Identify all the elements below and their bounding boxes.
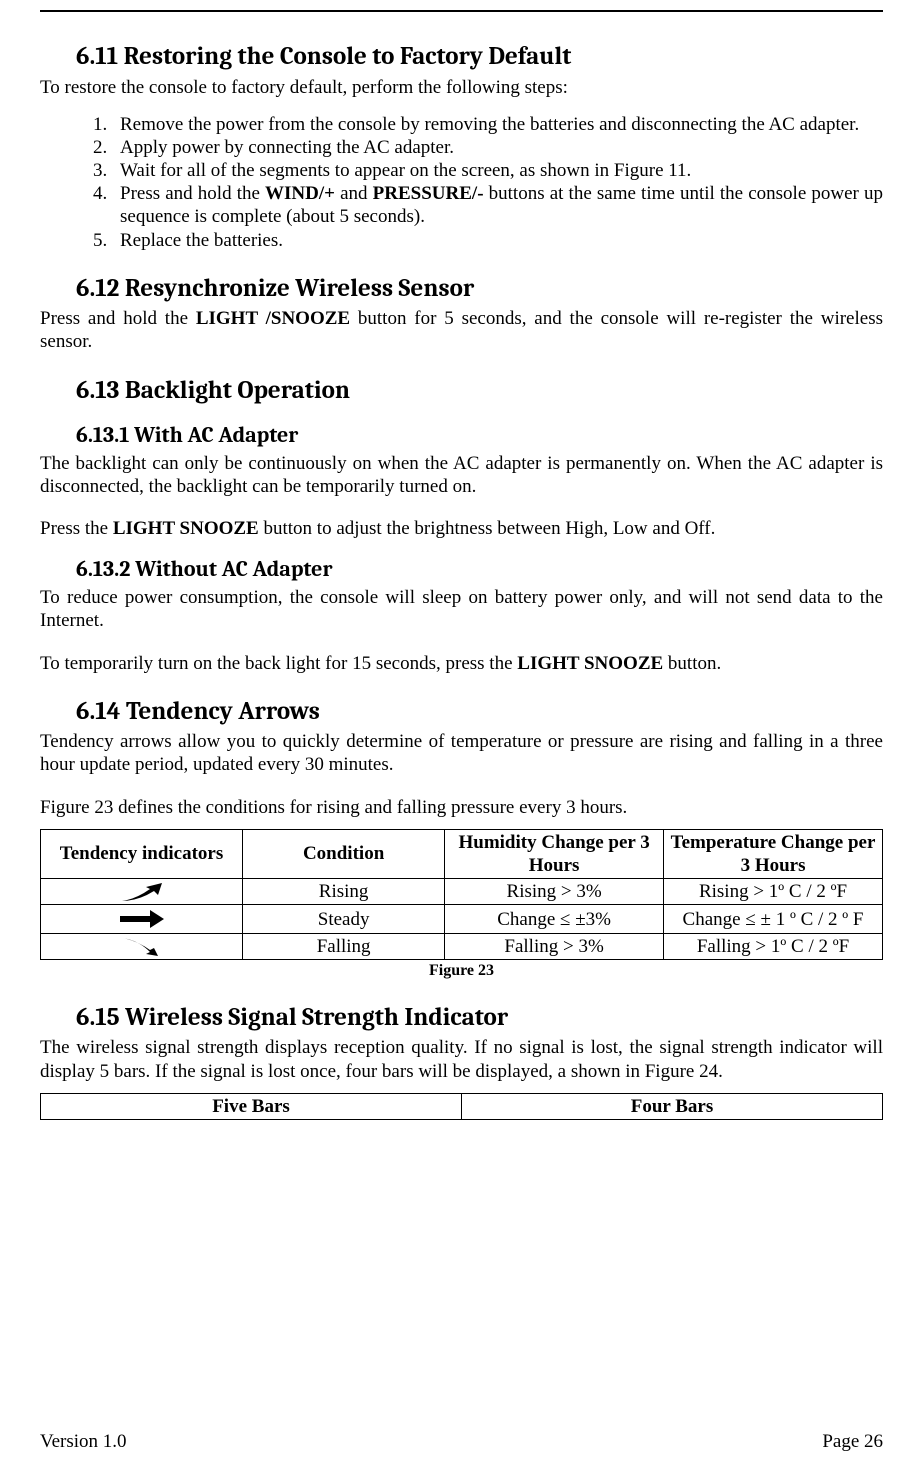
table-row: Rising Rising > 3% Rising > 1º C / 2 ºF [41, 879, 883, 905]
top-rule [40, 10, 883, 12]
sec6131-p2b: LIGHT SNOOZE [113, 518, 259, 539]
signal-table: Five Bars Four Bars [40, 1093, 883, 1120]
sec611-intro: To restore the console to factory defaul… [40, 76, 883, 99]
th-condition: Condition [243, 829, 445, 878]
figure-23-caption: Figure 23 [40, 961, 883, 981]
page-footer: Version 1.0 Page 26 [40, 1430, 883, 1453]
cond-2: Falling [243, 934, 445, 960]
th-temperature: Temperature Change per 3 Hours [664, 829, 883, 878]
sec6132-p2: To temporarily turn on the back light fo… [40, 652, 883, 675]
temp-0: Rising > 1º C / 2 ºF [664, 879, 883, 905]
heading-6-13-1: 6.13.1 With AC Adapter [76, 422, 883, 449]
sec6131-p2c: button to adjust the brightness between … [259, 518, 716, 539]
th-humidity: Humidity Change per 3 Hours [445, 829, 664, 878]
heading-6-11: 6.11 Restoring the Console to Factory De… [76, 42, 883, 73]
th-five-bars: Five Bars [41, 1093, 462, 1119]
arrow-cell-up [41, 879, 243, 905]
sec615-p1: The wireless signal strength displays re… [40, 1036, 883, 1082]
step-2: Apply power by connecting the AC adapter… [112, 136, 883, 159]
table-header-row: Five Bars Four Bars [41, 1093, 883, 1119]
sec611-steps: Remove the power from the console by rem… [112, 113, 883, 252]
arrow-cell-down [41, 934, 243, 960]
sec6132-p1: To reduce power consumption, the console… [40, 586, 883, 632]
temp-1: Change ≤ ± 1 º C / 2 º F [664, 905, 883, 934]
step-4: Press and hold the WIND/+ and PRESSURE/-… [112, 182, 883, 228]
hum-1: Change ≤ ±3% [445, 905, 664, 934]
table-header-row: Tendency indicators Condition Humidity C… [41, 829, 883, 878]
step-1: Remove the power from the console by rem… [112, 113, 883, 136]
table-row: Steady Change ≤ ±3% Change ≤ ± 1 º C / 2… [41, 905, 883, 934]
table-row: Falling Falling > 3% Falling > 1º C / 2 … [41, 934, 883, 960]
sec6132-p2a: To temporarily turn on the back light fo… [40, 653, 517, 674]
heading-6-15: 6.15 Wireless Signal Strength Indicator [76, 1003, 883, 1034]
step-3-text: Wait for all of the segments to appear o… [120, 160, 691, 181]
cond-0: Rising [243, 879, 445, 905]
footer-version: Version 1.0 [40, 1430, 127, 1453]
step-3: Wait for all of the segments to appear o… [112, 159, 883, 182]
arrow-cell-right [41, 905, 243, 934]
sec612-p1: Press and hold the LIGHT /SNOOZE button … [40, 307, 883, 353]
arrow-right-icon [116, 906, 168, 932]
heading-6-13-2: 6.13.2 Without AC Adapter [76, 556, 883, 583]
step-4-b1: WIND/+ [265, 183, 335, 204]
arrow-up-icon [116, 881, 168, 903]
heading-6-13: 6.13 Backlight Operation [76, 376, 883, 407]
tendency-table: Tendency indicators Condition Humidity C… [40, 829, 883, 961]
footer-page: Page 26 [822, 1430, 883, 1453]
step-1-text: Remove the power from the console by rem… [120, 114, 859, 135]
arrow-down-icon [116, 936, 168, 958]
heading-6-14: 6.14 Tendency Arrows [76, 697, 883, 728]
step-5-text: Replace the batteries. [120, 230, 283, 251]
step-2-text: Apply power by connecting the AC adapter… [120, 137, 454, 158]
step-4-b2: PRESSURE/- [373, 183, 484, 204]
sec6132-p2b: LIGHT SNOOZE [517, 653, 663, 674]
sec6131-p2: Press the LIGHT SNOOZE button to adjust … [40, 517, 883, 540]
step-4-mid: and [335, 183, 373, 204]
sec614-p1: Tendency arrows allow you to quickly det… [40, 730, 883, 776]
th-four-bars: Four Bars [462, 1093, 883, 1119]
sec612-p1a: Press and hold the [40, 308, 196, 329]
temp-2: Falling > 1º C / 2 ºF [664, 934, 883, 960]
sec614-p2: Figure 23 defines the conditions for ris… [40, 796, 883, 819]
sec612-p1b: LIGHT /SNOOZE [196, 308, 350, 329]
sec6131-p2a: Press the [40, 518, 113, 539]
step-4-pre: Press and hold the [120, 183, 265, 204]
th-indicators: Tendency indicators [41, 829, 243, 878]
hum-0: Rising > 3% [445, 879, 664, 905]
sec6132-p2c: button. [663, 653, 721, 674]
cond-1: Steady [243, 905, 445, 934]
heading-6-12: 6.12 Resynchronize Wireless Sensor [76, 274, 883, 305]
step-5: Replace the batteries. [112, 229, 883, 252]
hum-2: Falling > 3% [445, 934, 664, 960]
sec6131-p1: The backlight can only be continuously o… [40, 452, 883, 498]
